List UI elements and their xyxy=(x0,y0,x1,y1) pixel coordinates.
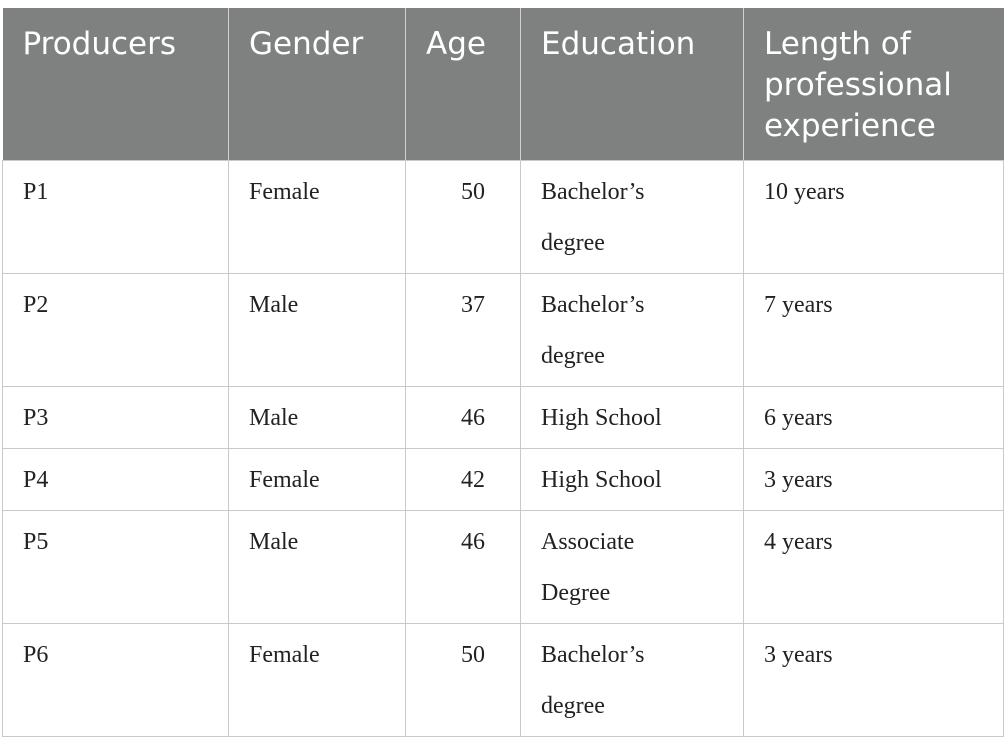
table-cell: 3 years xyxy=(743,448,1004,511)
table-cell: Female xyxy=(228,448,406,511)
table-cell: High School xyxy=(520,386,744,449)
table-cell: P1 xyxy=(2,160,229,274)
table-row: P5 Male 46 Associate Degree 4 years xyxy=(2,510,1004,624)
table-cell: 50 xyxy=(405,160,521,274)
table-cell: 7 years xyxy=(743,273,1004,387)
table-cell: 10 years xyxy=(743,160,1004,274)
table-cell: 4 years xyxy=(743,510,1004,624)
table-row: P3 Male 46 High School 6 years xyxy=(2,386,1004,449)
column-header: Length of professional experience xyxy=(743,8,1004,161)
table-cell: 50 xyxy=(405,623,521,737)
table-cell: Male xyxy=(228,510,406,624)
table-cell: Female xyxy=(228,160,406,274)
table-cell: Bachelor’s degree xyxy=(520,273,744,387)
table-cell: 46 xyxy=(405,386,521,449)
table-cell: 37 xyxy=(405,273,521,387)
table-row: P6 Female 50 Bachelor’s degree 3 years xyxy=(2,623,1004,737)
table-cell: P5 xyxy=(2,510,229,624)
table-header: Producers Gender Age Education Length of pro… xyxy=(2,8,1004,161)
table-cell: P3 xyxy=(2,386,229,449)
column-header: Age xyxy=(405,8,521,161)
table-cell: Male xyxy=(228,386,406,449)
table-cell: Associate Degree xyxy=(520,510,744,624)
table-cell: P2 xyxy=(2,273,229,387)
table-cell: 46 xyxy=(405,510,521,624)
table-cell: P6 xyxy=(2,623,229,737)
table-row: P2 Male 37 Bachelor’s degree 7 years xyxy=(2,273,1004,387)
table-cell: Bachelor’s degree xyxy=(520,160,744,274)
table-body: P1 Female 50 Bachelor’s degree 10 years P2 Mal… xyxy=(2,160,1004,737)
header-row: Producers Gender Age Education Length of pro… xyxy=(2,8,1004,161)
table-cell: Bachelor’s degree xyxy=(520,623,744,737)
table-cell: 3 years xyxy=(743,623,1004,737)
table-cell: Female xyxy=(228,623,406,737)
table-cell: 42 xyxy=(405,448,521,511)
table-row: P1 Female 50 Bachelor’s degree 10 years xyxy=(2,160,1004,274)
table-cell: Male xyxy=(228,273,406,387)
data-table: Producers Gender Age Education Length of pro… xyxy=(2,8,1004,737)
column-header: Education xyxy=(520,8,744,161)
table-cell: High School xyxy=(520,448,744,511)
table-cell: 6 years xyxy=(743,386,1004,449)
column-header: Producers xyxy=(2,8,229,161)
table-row: P4 Female 42 High School 3 years xyxy=(2,448,1004,511)
table-cell: P4 xyxy=(2,448,229,511)
column-header: Gender xyxy=(228,8,406,161)
